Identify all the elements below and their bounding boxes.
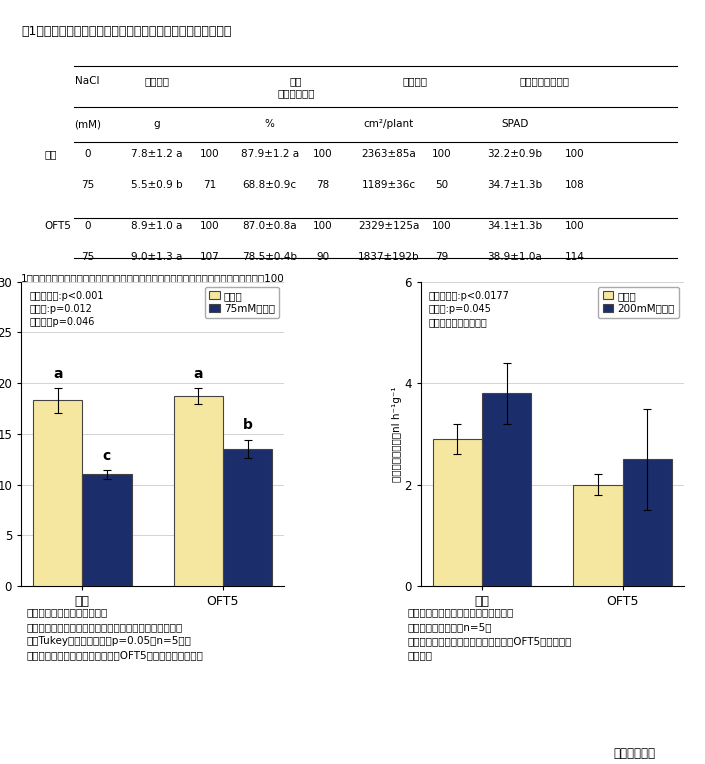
Text: 79: 79 bbox=[436, 252, 448, 262]
Text: 34.7±1.3b: 34.7±1.3b bbox=[487, 180, 542, 190]
Y-axis label: エチレン発生量　nl h⁻¹g⁻¹: エチレン発生量 nl h⁻¹g⁻¹ bbox=[391, 386, 402, 482]
Text: g: g bbox=[154, 119, 160, 129]
Bar bbox=[433, 439, 482, 586]
Bar bbox=[573, 484, 623, 586]
Text: 図２　トマト芽生えのエチレン発生量
二元配置分散分析、n=5。
塩処理時のストレスエチレンの発生はOFT5接種で軽減
される。: 図２ トマト芽生えのエチレン発生量 二元配置分散分析、n=5。 塩処理時のストレ… bbox=[407, 607, 572, 661]
Text: 114: 114 bbox=[565, 252, 584, 262]
Text: 75: 75 bbox=[81, 252, 94, 262]
Text: 総葉面積: 総葉面積 bbox=[403, 76, 428, 86]
Text: 2329±125a: 2329±125a bbox=[358, 221, 419, 231]
Text: 1189±36c: 1189±36c bbox=[362, 180, 416, 190]
Text: 対照: 対照 bbox=[44, 149, 57, 159]
Text: NaCl: NaCl bbox=[75, 76, 99, 86]
Text: SPAD: SPAD bbox=[501, 119, 529, 129]
Text: 100: 100 bbox=[313, 221, 333, 231]
Text: c: c bbox=[103, 448, 111, 463]
Text: 50: 50 bbox=[436, 180, 448, 190]
Bar bbox=[33, 400, 82, 586]
Text: 100: 100 bbox=[200, 149, 220, 159]
Text: 0: 0 bbox=[84, 149, 91, 159]
Text: 2363±85a: 2363±85a bbox=[362, 149, 417, 159]
Text: 0: 0 bbox=[84, 221, 91, 231]
Text: クロロフィル含量: クロロフィル含量 bbox=[520, 76, 570, 86]
Text: 87.9±1.2 a: 87.9±1.2 a bbox=[240, 149, 299, 159]
Text: a: a bbox=[53, 367, 63, 380]
Text: cm²/plant: cm²/plant bbox=[364, 119, 414, 129]
Text: b: b bbox=[243, 419, 252, 432]
Text: 100: 100 bbox=[432, 149, 452, 159]
Text: 全乾物重: 全乾物重 bbox=[145, 76, 169, 86]
Text: a: a bbox=[194, 367, 203, 380]
Text: 9.0±1.3 a: 9.0±1.3 a bbox=[131, 252, 183, 262]
Text: 100: 100 bbox=[565, 221, 584, 231]
Text: 塩ストレス:p<0.0177
菌接種:p=0.045
交互作用　有意差無し: 塩ストレス:p<0.0177 菌接種:p=0.045 交互作用 有意差無し bbox=[429, 291, 510, 327]
Text: 78.5±0.4b: 78.5±0.4b bbox=[242, 252, 298, 262]
Text: 1）葉相対水分含量：（葉新鮮重－葉乾物重）／（最大吸水時の葉重量－葉乾物重）＊100: 1）葉相対水分含量：（葉新鮮重－葉乾物重）／（最大吸水時の葉重量－葉乾物重）＊1… bbox=[21, 273, 285, 283]
Text: 1837±192b: 1837±192b bbox=[358, 252, 419, 262]
Text: 34.1±1.3b: 34.1±1.3b bbox=[487, 221, 542, 231]
Text: 同一のアルファベットは処理間に有意差がないことを示す（p=0.05）。: 同一のアルファベットは処理間に有意差がないことを示す（p=0.05）。 bbox=[21, 297, 241, 307]
Text: 8.9±1.0 a: 8.9±1.0 a bbox=[131, 221, 183, 231]
Text: 葉の
相対水分含量: 葉の 相対水分含量 bbox=[278, 76, 315, 99]
Bar bbox=[623, 459, 672, 586]
Text: 表1　塩ストレス下のトマトの生育とエンドファイト接種効果: 表1 塩ストレス下のトマトの生育とエンドファイト接種効果 bbox=[21, 25, 231, 38]
Text: 78: 78 bbox=[316, 180, 329, 190]
Text: OFT5: OFT5 bbox=[44, 221, 71, 231]
Bar bbox=[482, 393, 532, 586]
Bar bbox=[223, 449, 272, 586]
Legend: 無処理, 75mM塩処理: 無処理, 75mM塩処理 bbox=[205, 286, 279, 318]
Text: 87.0±0.8a: 87.0±0.8a bbox=[243, 221, 297, 231]
Bar bbox=[173, 397, 223, 586]
Bar bbox=[82, 474, 132, 586]
Text: %: % bbox=[264, 119, 275, 129]
Text: 107: 107 bbox=[200, 252, 220, 262]
Legend: 無処理, 200mM塩処理: 無処理, 200mM塩処理 bbox=[599, 286, 679, 318]
Text: 塩ストレス:p<0.001
菌接種:p=0.012
交互作用p=0.046: 塩ストレス:p<0.001 菌接種:p=0.012 交互作用p=0.046 bbox=[29, 291, 104, 327]
Text: 100: 100 bbox=[313, 149, 333, 159]
Text: 90: 90 bbox=[316, 252, 329, 262]
Text: （田中福代）: （田中福代） bbox=[613, 747, 656, 760]
Text: 7.8±1.2 a: 7.8±1.2 a bbox=[131, 149, 183, 159]
Text: 75: 75 bbox=[81, 180, 94, 190]
Text: 32.2±0.9b: 32.2±0.9b bbox=[487, 149, 542, 159]
Text: 108: 108 bbox=[565, 180, 584, 190]
Text: 100: 100 bbox=[565, 149, 584, 159]
Text: 100: 100 bbox=[432, 221, 452, 231]
Text: (mM): (mM) bbox=[74, 119, 101, 129]
Text: 5.5±0.9 b: 5.5±0.9 b bbox=[131, 180, 183, 190]
Text: 71: 71 bbox=[204, 180, 216, 190]
Text: 68.8±0.9c: 68.8±0.9c bbox=[243, 180, 297, 190]
Text: 38.9±1.0a: 38.9±1.0a bbox=[487, 252, 542, 262]
Text: 図１　トマト葉の光合成速度
同一のアルファベットは処理間に有意差がないことを示
す（Tukeyの多重比較、　p=0.05、n=5）。
塩処理による光合成速度の低: 図１ トマト葉の光合成速度 同一のアルファベットは処理間に有意差がないことを示 … bbox=[27, 607, 204, 661]
Text: 100: 100 bbox=[200, 221, 220, 231]
